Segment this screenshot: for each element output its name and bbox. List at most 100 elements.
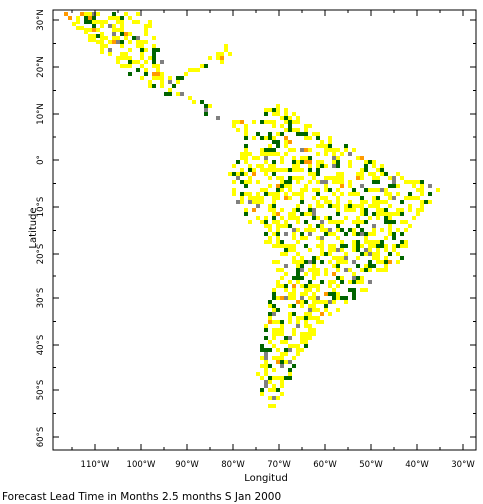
map-pixel xyxy=(296,316,300,320)
map-pixel xyxy=(88,12,92,16)
map-pixel xyxy=(380,244,384,248)
map-pixel xyxy=(292,164,296,168)
map-pixel xyxy=(280,364,284,368)
map-pixel xyxy=(256,216,260,220)
map-pixel xyxy=(296,192,300,196)
map-pixel xyxy=(288,320,292,324)
map-pixel xyxy=(180,76,184,80)
map-pixel xyxy=(288,376,292,380)
map-pixel xyxy=(264,364,268,368)
map-pixel xyxy=(264,324,268,328)
map-pixel xyxy=(352,204,356,208)
map-pixel xyxy=(248,176,252,180)
map-pixel xyxy=(292,288,296,292)
map-pixel xyxy=(88,28,92,32)
map-pixel xyxy=(176,76,180,80)
map-pixel xyxy=(360,176,364,180)
map-pixel xyxy=(92,34,96,38)
map-pixel xyxy=(288,176,292,180)
map-pixel xyxy=(144,32,148,36)
map-pixel xyxy=(380,228,384,232)
map-pixel xyxy=(296,276,300,280)
map-pixel xyxy=(372,224,376,228)
map-pixel xyxy=(316,216,320,220)
map-pixel xyxy=(100,20,104,24)
map-pixel xyxy=(220,60,224,64)
map-pixel xyxy=(236,200,240,204)
map-pixel xyxy=(260,148,264,152)
map-pixel xyxy=(368,248,372,252)
map-pixel xyxy=(356,204,360,208)
map-pixel xyxy=(324,180,328,184)
map-pixel xyxy=(264,108,268,112)
map-pixel xyxy=(300,316,304,320)
map-pixel xyxy=(244,184,248,188)
map-pixel xyxy=(268,320,272,324)
map-pixel xyxy=(388,176,392,180)
map-pixel xyxy=(292,128,296,132)
map-pixel xyxy=(288,360,292,364)
map-pixel xyxy=(312,332,316,336)
map-pixel xyxy=(396,228,400,232)
map-pixel xyxy=(372,212,376,216)
map-pixel xyxy=(328,252,332,256)
map-pixel xyxy=(292,296,296,300)
map-pixel xyxy=(276,244,280,248)
map-pixel xyxy=(412,196,416,200)
map-pixel xyxy=(128,16,132,20)
map-pixel xyxy=(240,168,244,172)
map-pixel xyxy=(320,224,324,228)
map-pixel xyxy=(88,16,92,20)
map-pixel xyxy=(276,280,280,284)
map-pixel xyxy=(276,328,280,332)
map-pixel xyxy=(348,180,352,184)
map-pixel xyxy=(392,180,396,184)
map-pixel xyxy=(236,160,240,164)
map-pixel xyxy=(312,308,316,312)
map-pixel xyxy=(272,308,276,312)
map-pixel xyxy=(304,288,308,292)
map-pixel xyxy=(292,292,296,296)
map-pixel xyxy=(300,148,304,152)
map-pixel xyxy=(236,172,240,176)
map-pixel xyxy=(288,368,292,372)
map-pixel xyxy=(324,304,328,308)
map-pixel xyxy=(204,112,208,116)
map-pixel xyxy=(364,268,368,272)
map-pixel xyxy=(132,20,136,24)
map-pixel xyxy=(296,132,300,136)
map-pixel xyxy=(376,196,380,200)
map-pixel xyxy=(284,296,288,300)
map-pixel-layer xyxy=(64,12,440,408)
map-pixel xyxy=(280,132,284,136)
map-pixel xyxy=(344,204,348,208)
map-pixel xyxy=(92,20,96,24)
map-pixel xyxy=(356,176,360,180)
map-pixel xyxy=(296,348,300,352)
map-pixel xyxy=(364,264,368,268)
map-pixel xyxy=(384,256,388,260)
map-pixel xyxy=(312,212,316,216)
map-pixel xyxy=(392,176,396,180)
map-pixel xyxy=(140,44,144,48)
map-pixel xyxy=(420,200,424,204)
map-pixel xyxy=(304,212,308,216)
map-pixel xyxy=(272,152,276,156)
map-pixel xyxy=(376,216,380,220)
map-pixel xyxy=(368,244,372,248)
map-pixel xyxy=(264,216,268,220)
map-pixel xyxy=(316,284,320,288)
map-pixel xyxy=(252,196,256,200)
map-pixel xyxy=(308,204,312,208)
map-pixel xyxy=(288,316,292,320)
map-pixel xyxy=(336,172,340,176)
map-pixel xyxy=(284,120,288,124)
map-pixel xyxy=(392,232,396,236)
map-pixel xyxy=(280,156,284,160)
map-pixel xyxy=(244,144,248,148)
map-pixel xyxy=(420,204,424,208)
map-pixel xyxy=(344,208,348,212)
map-pixel xyxy=(400,232,404,236)
map-pixel xyxy=(284,108,288,112)
map-pixel xyxy=(252,156,256,160)
